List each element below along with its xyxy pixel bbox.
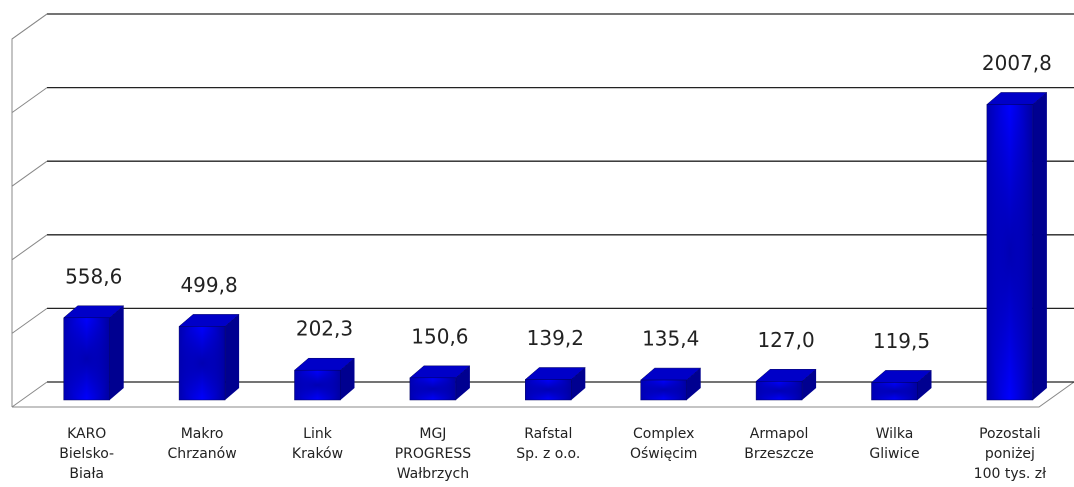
bar-glow (294, 370, 341, 400)
bar-side (225, 314, 240, 400)
bar-glow (756, 381, 803, 400)
bar (640, 367, 702, 401)
grid-line-side (11, 234, 48, 261)
bar-side (455, 365, 470, 400)
bar-side (686, 368, 701, 400)
bar (178, 314, 240, 401)
bar-side (802, 369, 817, 400)
x-tick-label: Kraków (292, 446, 343, 462)
bar-side (917, 370, 932, 400)
value-label: 127,0 (757, 328, 814, 352)
bar (755, 369, 817, 401)
x-tick-label: Gliwice (869, 446, 919, 462)
bar-glow (525, 379, 572, 400)
bar-side (1032, 92, 1047, 400)
x-tick-label: PROGRESS (395, 446, 471, 462)
x-tick-label: Armapol (750, 426, 809, 442)
bar-glow (63, 317, 110, 400)
x-tick-label: Sp. z o.o. (516, 446, 580, 462)
x-tick-label: Rafstal (524, 426, 572, 442)
bar (63, 305, 125, 401)
grid-line-side (11, 13, 48, 40)
floor-outline (12, 381, 1074, 408)
x-tick-label: Pozostali (979, 426, 1041, 442)
grid-line-side (11, 160, 48, 187)
bar-glow (179, 326, 226, 400)
x-tick-label: MGJ (419, 426, 446, 442)
x-tick-label: Complex (633, 426, 694, 442)
bar-side (340, 358, 355, 400)
value-label: 119,5 (873, 329, 930, 353)
value-label: 150,6 (411, 324, 468, 348)
bar (293, 357, 356, 401)
x-tick-label: Chrzanów (167, 446, 236, 462)
x-tick-label: Bielsko- (59, 446, 114, 462)
value-label: 202,3 (296, 317, 353, 341)
bar-side (571, 367, 586, 400)
x-tick-label: Link (303, 426, 333, 442)
bar-glow (871, 382, 918, 400)
bar (986, 92, 1048, 401)
x-tick-label: Brzeszcze (744, 446, 814, 462)
grid-line-side (11, 87, 48, 114)
value-label: 2007,8 (982, 51, 1052, 75)
bar-glow (986, 104, 1033, 400)
value-label: 135,4 (642, 327, 699, 351)
value-label: 139,2 (527, 326, 584, 350)
bar (870, 370, 933, 401)
x-tick-label: Biała (69, 466, 104, 482)
x-tick-label: Oświęcim (630, 446, 698, 462)
bar (524, 367, 586, 401)
value-label: 558,6 (65, 264, 122, 288)
value-label: 499,8 (180, 273, 237, 297)
x-tick-label: Makro (181, 426, 224, 442)
x-tick-label: Wałbrzych (397, 466, 469, 482)
grid-line-side (11, 381, 48, 408)
bar-side (109, 305, 124, 400)
bar (409, 365, 471, 401)
bar-glow (640, 380, 687, 400)
x-tick-label: 100 tys. zł (974, 466, 1046, 482)
x-tick-label: KARO (67, 426, 106, 442)
x-tick-label: Wilka (876, 426, 914, 442)
x-tick-label: poniżej (985, 446, 1035, 462)
grid-line-side (11, 307, 48, 334)
bar-glow (409, 377, 456, 400)
